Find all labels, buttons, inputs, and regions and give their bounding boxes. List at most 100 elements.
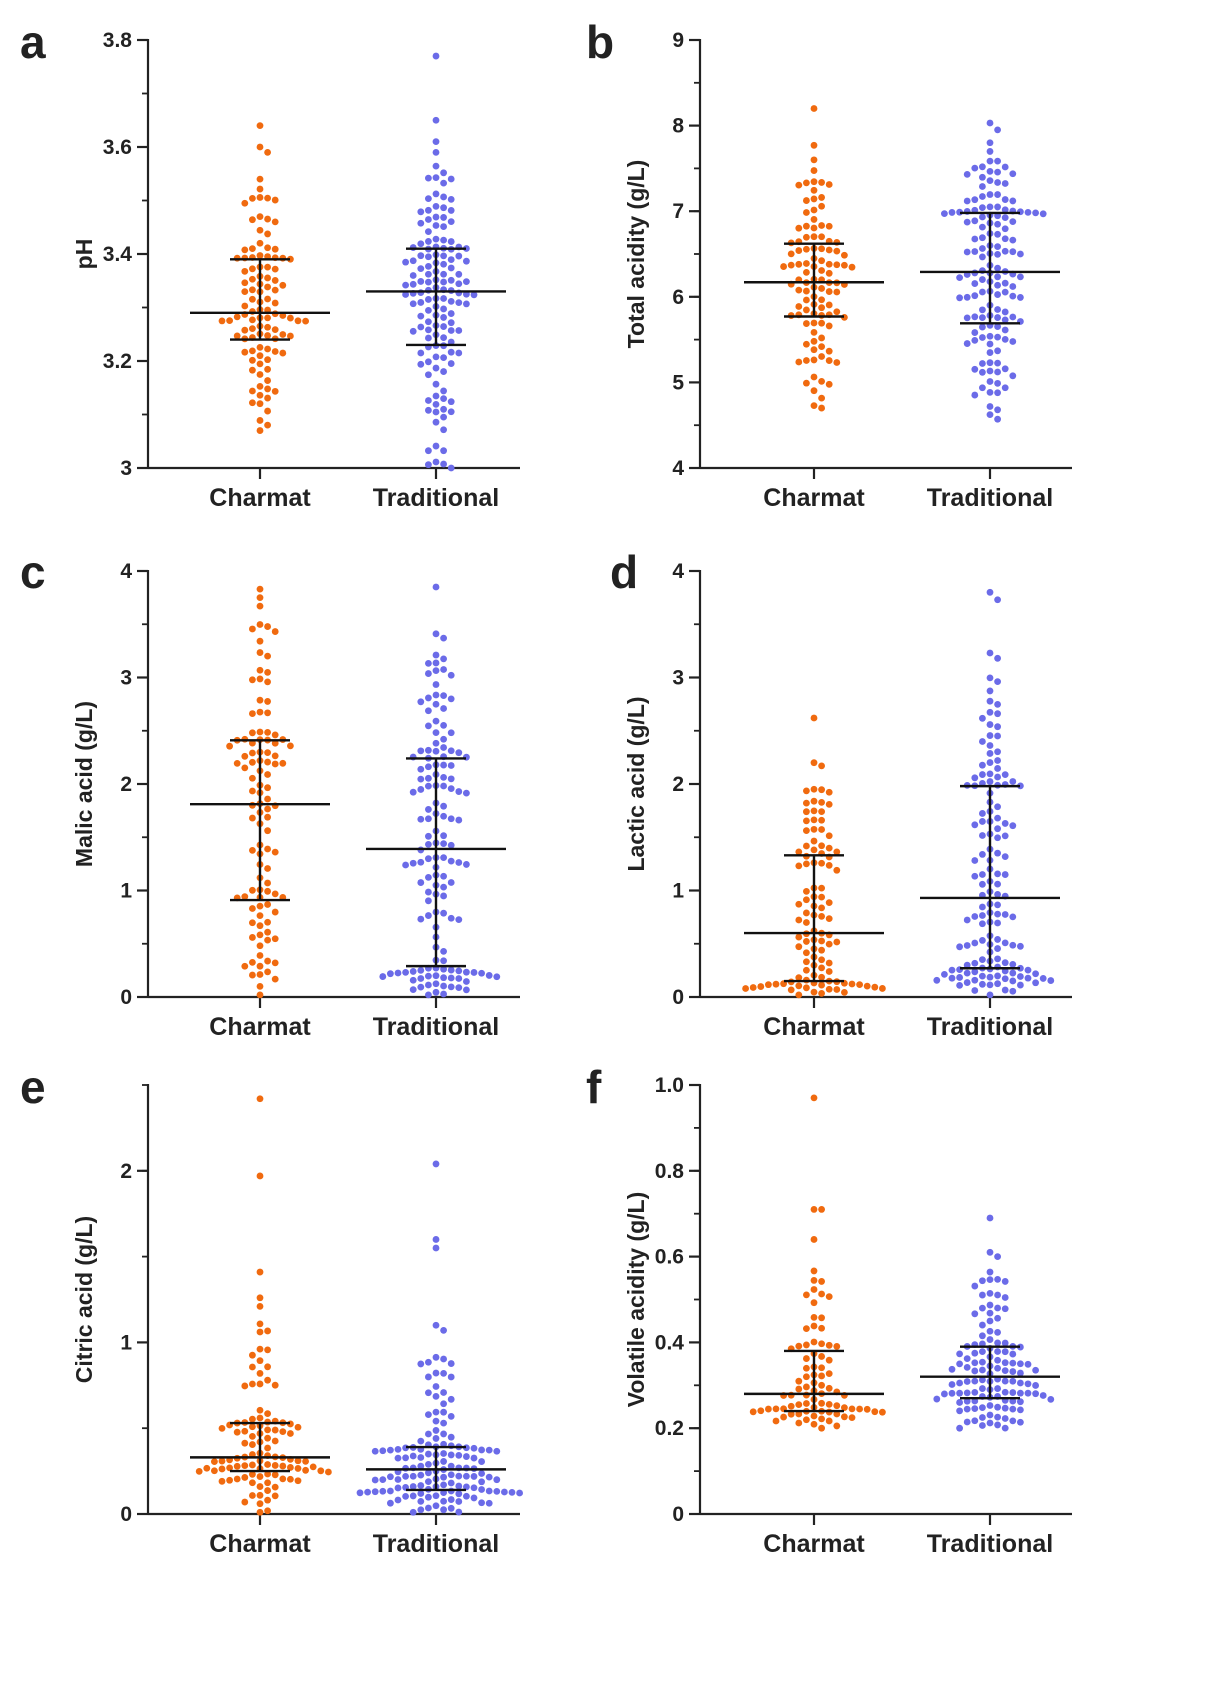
panel-letter: b	[586, 16, 614, 68]
data-point	[803, 245, 810, 253]
data-point	[432, 1244, 440, 1252]
data-point	[241, 962, 249, 970]
data-point	[463, 257, 470, 265]
data-point	[818, 859, 825, 867]
data-point	[325, 1468, 332, 1476]
data-point	[203, 1464, 211, 1472]
panel-c: c 0 1 2 3 4 Malic acid (g/L) Charmat Traditional	[20, 546, 520, 1041]
data-point	[218, 1457, 226, 1465]
x-category-label: Traditional	[927, 1530, 1053, 1558]
data-point	[803, 1364, 810, 1372]
data-point	[963, 1378, 971, 1385]
data-point	[971, 1349, 979, 1357]
data-point	[463, 245, 470, 252]
data-point	[294, 1465, 302, 1472]
data-point	[863, 982, 871, 990]
data-point	[971, 774, 979, 782]
data-point	[256, 982, 264, 990]
data-point	[371, 1488, 379, 1496]
data-point	[264, 263, 271, 271]
data-point	[810, 846, 818, 854]
data-point	[863, 1405, 871, 1413]
data-point	[948, 209, 956, 216]
data-point	[979, 1291, 986, 1299]
data-point	[287, 1464, 294, 1471]
data-point	[986, 340, 994, 348]
data-point	[271, 277, 279, 284]
data-point	[1001, 225, 1009, 233]
data-point	[447, 195, 455, 203]
series-traditional	[920, 119, 1060, 423]
data-point	[256, 962, 264, 970]
data-point	[994, 359, 1001, 367]
data-point	[1009, 1350, 1017, 1358]
data-point	[818, 394, 825, 402]
data-point	[963, 961, 971, 969]
data-point	[425, 670, 432, 677]
data-point	[249, 1461, 256, 1469]
data-point	[432, 659, 440, 667]
data-point	[440, 395, 447, 403]
data-point	[485, 1446, 493, 1454]
data-point	[501, 1488, 508, 1496]
data-point	[795, 848, 803, 856]
data-point	[256, 1328, 264, 1336]
data-point	[1001, 986, 1009, 994]
data-point	[803, 222, 810, 230]
data-point	[1017, 1418, 1024, 1426]
data-point	[409, 1452, 417, 1460]
data-point	[478, 1470, 485, 1477]
data-point	[425, 307, 432, 314]
data-point	[417, 915, 425, 923]
data-point	[478, 1486, 485, 1493]
data-point	[279, 281, 287, 289]
data-point	[264, 1327, 271, 1335]
data-point	[226, 1476, 234, 1484]
data-point	[264, 274, 271, 282]
data-point	[979, 234, 986, 242]
data-point	[447, 747, 455, 755]
data-point	[432, 717, 440, 725]
data-point	[795, 1401, 803, 1409]
data-point	[447, 398, 455, 406]
data-point	[810, 206, 818, 214]
data-point	[765, 981, 772, 989]
data-point	[463, 1483, 470, 1491]
data-point	[256, 952, 264, 959]
data-point	[795, 1377, 803, 1385]
data-point	[256, 382, 264, 390]
data-point	[825, 1293, 833, 1300]
data-point	[417, 1360, 425, 1368]
data-point	[994, 243, 1001, 251]
data-point	[241, 752, 249, 760]
data-point	[971, 217, 979, 225]
data-point	[432, 972, 440, 980]
data-point	[256, 371, 264, 378]
data-point	[463, 1492, 470, 1500]
data-point	[264, 394, 271, 402]
data-point	[994, 1364, 1001, 1372]
data-point	[979, 253, 986, 261]
data-point	[1017, 273, 1024, 281]
data-point	[425, 406, 432, 414]
data-point	[986, 1268, 994, 1276]
data-point	[264, 314, 271, 322]
data-point	[986, 119, 994, 127]
data-point	[432, 364, 440, 372]
data-point	[447, 815, 455, 823]
data-point	[810, 807, 818, 815]
data-point	[963, 1363, 971, 1371]
data-point	[979, 368, 986, 376]
series-charmat	[190, 1095, 332, 1516]
data-point	[986, 991, 994, 999]
data-point	[264, 957, 271, 965]
data-point	[447, 348, 455, 356]
data-point	[432, 442, 440, 450]
data-point	[810, 1313, 818, 1321]
data-point	[447, 338, 455, 346]
data-point	[402, 1472, 409, 1480]
data-point	[795, 974, 803, 982]
data-point	[447, 983, 455, 991]
data-point	[833, 938, 841, 946]
